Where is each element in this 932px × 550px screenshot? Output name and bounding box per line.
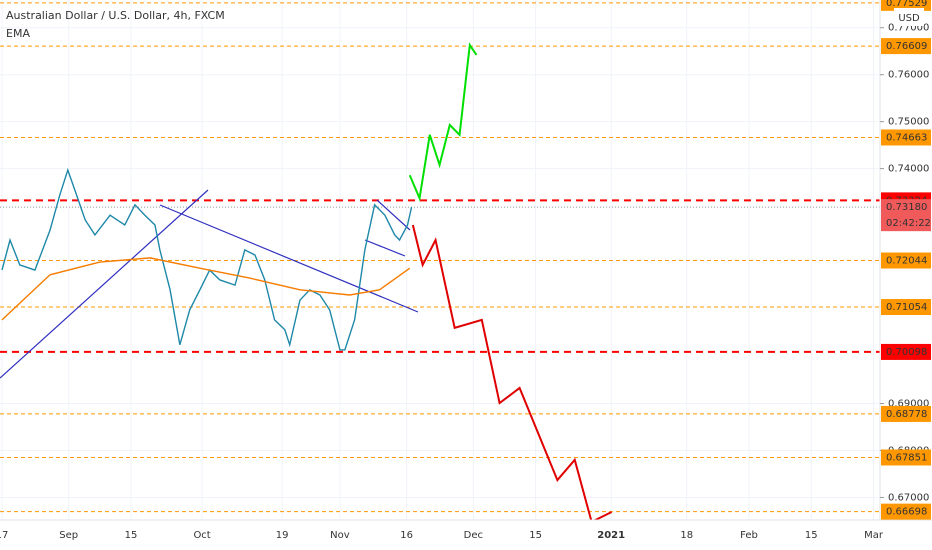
x-tick-label: 17	[0, 530, 8, 541]
level-label-box	[881, 38, 931, 55]
level-label-box	[881, 343, 931, 360]
currency-box	[894, 8, 924, 26]
trendlines	[0, 189, 419, 379]
level-label: 0.67851	[886, 452, 927, 463]
x-tick-label: Nov	[330, 530, 350, 541]
time-axis	[0, 520, 880, 550]
current-price-box	[881, 199, 931, 232]
x-tick-label: 18	[680, 530, 693, 541]
y-tick-label: 0.69000	[888, 399, 929, 410]
level-label: 0.68778	[886, 409, 927, 420]
x-tick-label: 19	[276, 530, 289, 541]
trendline	[159, 204, 419, 313]
series	[1, 42, 613, 524]
x-tick-label: Dec	[464, 530, 483, 541]
chart-title: Australian Dollar / U.S. Dollar, 4h, FXC…	[6, 9, 225, 22]
y-tick-label: 0.67000	[888, 492, 929, 503]
x-tick-label: 15	[125, 530, 138, 541]
price-axis	[880, 0, 932, 550]
y-tick-label: 0.75000	[888, 117, 929, 128]
countdown: 02:42:22	[886, 218, 931, 229]
level-label-box	[881, 299, 931, 316]
level-label: 0.72044	[886, 256, 927, 267]
level-label-box	[881, 129, 931, 146]
level-label-box	[881, 405, 931, 422]
price-line	[1, 257, 411, 321]
x-tick-label: 2021	[597, 530, 625, 541]
x-tick-label: Sep	[59, 530, 78, 541]
current-price-label: 0.73180	[886, 202, 927, 213]
level-label-box	[881, 252, 931, 269]
currency: USD	[898, 13, 920, 24]
level-label-box	[881, 503, 931, 520]
level-label: 0.76609	[886, 41, 927, 52]
trendline	[0, 189, 209, 379]
level-label: 0.74663	[886, 132, 927, 143]
x-tick-label: Mar	[864, 530, 884, 541]
level-label: 0.77529	[886, 0, 927, 9]
level-label-box	[881, 449, 931, 466]
levels	[0, 2, 880, 513]
trendline	[376, 199, 411, 231]
y-tick-label: 0.77000	[888, 23, 929, 34]
x-tick-label: 15	[529, 530, 542, 541]
level-label: 0.66698	[886, 507, 927, 518]
y-tick-label: 0.74000	[888, 164, 929, 175]
x-tick-label: Oct	[193, 530, 210, 541]
level-label: 0.71054	[886, 302, 927, 313]
legend-entry: EMA	[6, 27, 30, 40]
price-line	[408, 42, 478, 202]
x-tick-label: 16	[400, 530, 413, 541]
price-line	[1, 167, 413, 351]
x-tick-label: Feb	[740, 530, 758, 541]
level-label: 0.70098	[886, 347, 927, 358]
price-line	[411, 224, 613, 524]
trendline	[364, 239, 406, 257]
x-tick-label: 15	[805, 530, 818, 541]
grid	[0, 0, 880, 520]
y-tick-label: 0.76000	[888, 70, 929, 81]
level-label-box	[881, 0, 931, 11]
